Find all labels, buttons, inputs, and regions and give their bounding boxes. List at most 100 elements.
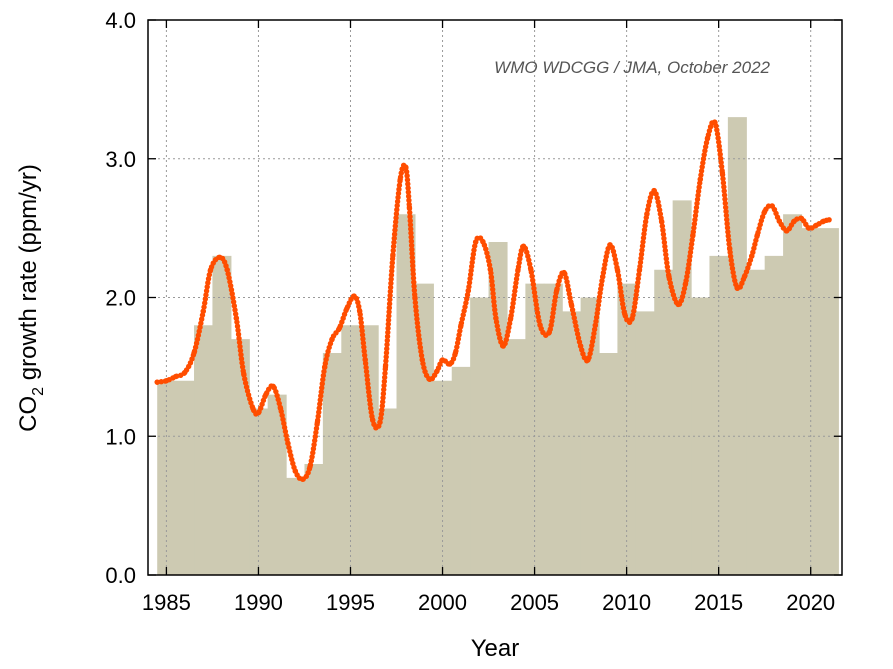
line-marker-268 xyxy=(407,214,413,220)
line-marker-622 xyxy=(714,127,720,133)
line-marker-486 xyxy=(601,265,607,272)
line-point-25 xyxy=(351,293,357,299)
line-marker-236 xyxy=(391,239,397,246)
line-marker-122 xyxy=(313,429,319,436)
line-marker-444 xyxy=(565,283,571,289)
line-marker-600 xyxy=(694,196,701,203)
line-point-26 xyxy=(356,308,363,315)
line-marker-130 xyxy=(317,397,323,403)
line-marker-160 xyxy=(356,303,362,310)
line-marker-626 xyxy=(716,143,722,149)
line-point-21 xyxy=(322,364,328,370)
line-marker-193 xyxy=(378,415,384,421)
line-marker-172 xyxy=(361,352,368,358)
line-point-73 xyxy=(690,232,696,238)
line-marker-641 xyxy=(722,204,729,211)
line-marker-277 xyxy=(409,250,415,257)
y-axis-title-main: CO xyxy=(15,396,42,432)
line-marker-131 xyxy=(318,393,324,399)
line-marker-367 xyxy=(492,307,498,313)
line-series xyxy=(154,119,832,482)
line-marker-565 xyxy=(665,268,671,274)
line-point-48 xyxy=(500,343,506,349)
bar-1987 xyxy=(194,325,214,575)
line-marker-180 xyxy=(365,385,371,391)
line-marker-636 xyxy=(721,184,727,190)
line-marker-231 xyxy=(389,260,396,266)
line-marker-548 xyxy=(655,199,661,205)
line-marker-643 xyxy=(723,212,730,219)
line-marker-218 xyxy=(386,313,392,319)
line-point-2 xyxy=(172,373,179,380)
line-marker-212 xyxy=(384,337,390,344)
bar-2014 xyxy=(691,297,711,575)
line-marker-551 xyxy=(657,211,664,217)
line-point-56 xyxy=(561,269,567,276)
line-marker-451 xyxy=(570,311,577,317)
line-marker-529 xyxy=(638,251,645,257)
line-marker-608 xyxy=(699,164,705,170)
line-marker-411 xyxy=(530,281,537,288)
line-marker-380 xyxy=(505,328,511,335)
line-point-14 xyxy=(270,383,276,389)
line-marker-163 xyxy=(358,315,364,322)
line-marker-119 xyxy=(311,441,317,448)
line-point-87 xyxy=(791,218,797,224)
line-marker-477 xyxy=(595,302,602,308)
line-marker-563 xyxy=(664,260,670,266)
line-point-15 xyxy=(277,405,284,412)
line-marker-61 xyxy=(237,347,244,354)
line-marker-182 xyxy=(366,393,372,399)
line-marker-503 xyxy=(617,284,624,291)
line-marker-623 xyxy=(714,131,721,137)
line-marker-431 xyxy=(550,306,557,312)
line-marker-202 xyxy=(381,378,388,385)
line-marker-213 xyxy=(384,333,391,340)
line-marker-120 xyxy=(311,437,318,444)
line-marker-242 xyxy=(393,215,399,221)
line-marker-137 xyxy=(321,368,327,375)
line-marker-432 xyxy=(551,302,557,308)
bar-1997 xyxy=(378,408,398,575)
line-marker-294 xyxy=(414,320,421,326)
line-marker-518 xyxy=(632,296,639,302)
line-marker-168 xyxy=(360,336,366,342)
line-marker-243 xyxy=(393,211,400,217)
bar-1996 xyxy=(359,325,379,575)
y-tick-labels: 0.0 1.0 2.0 3.0 4.0 xyxy=(105,8,136,588)
line-marker-176 xyxy=(363,368,370,375)
line-marker-286 xyxy=(411,287,418,294)
line-marker-201 xyxy=(381,382,387,389)
line-point-72 xyxy=(682,280,689,287)
line-point-67 xyxy=(644,211,650,217)
line-marker-263 xyxy=(405,193,412,199)
line-marker-555 xyxy=(660,227,666,233)
line-point-57 xyxy=(568,301,575,308)
line-marker-227 xyxy=(388,276,394,282)
line-marker-549 xyxy=(656,203,662,209)
bar-2009 xyxy=(599,353,619,575)
line-marker-20 xyxy=(198,320,204,326)
x-tick-label-2010: 2010 xyxy=(602,590,651,615)
line-point-41 xyxy=(452,350,459,356)
line-marker-267 xyxy=(407,209,413,216)
line-point-27 xyxy=(362,357,368,363)
line-marker-25 xyxy=(202,300,208,306)
line-marker-639 xyxy=(722,196,728,202)
line-marker-322 xyxy=(454,340,461,346)
line-marker-47 xyxy=(229,291,235,297)
line-marker-175 xyxy=(363,364,369,371)
line-marker-602 xyxy=(695,188,702,194)
line-marker-293 xyxy=(414,316,420,322)
line-marker-657 xyxy=(730,269,736,276)
line-marker-487 xyxy=(602,261,608,268)
line-marker-590 xyxy=(689,237,695,243)
line-marker-415 xyxy=(532,297,539,304)
line-marker-226 xyxy=(388,280,394,286)
line-point-39 xyxy=(439,357,446,363)
line-marker-517 xyxy=(632,300,638,306)
line-marker-428 xyxy=(549,318,555,324)
line-marker-359 xyxy=(488,274,495,280)
line-marker-261 xyxy=(405,185,411,191)
line-marker-321 xyxy=(454,344,460,350)
